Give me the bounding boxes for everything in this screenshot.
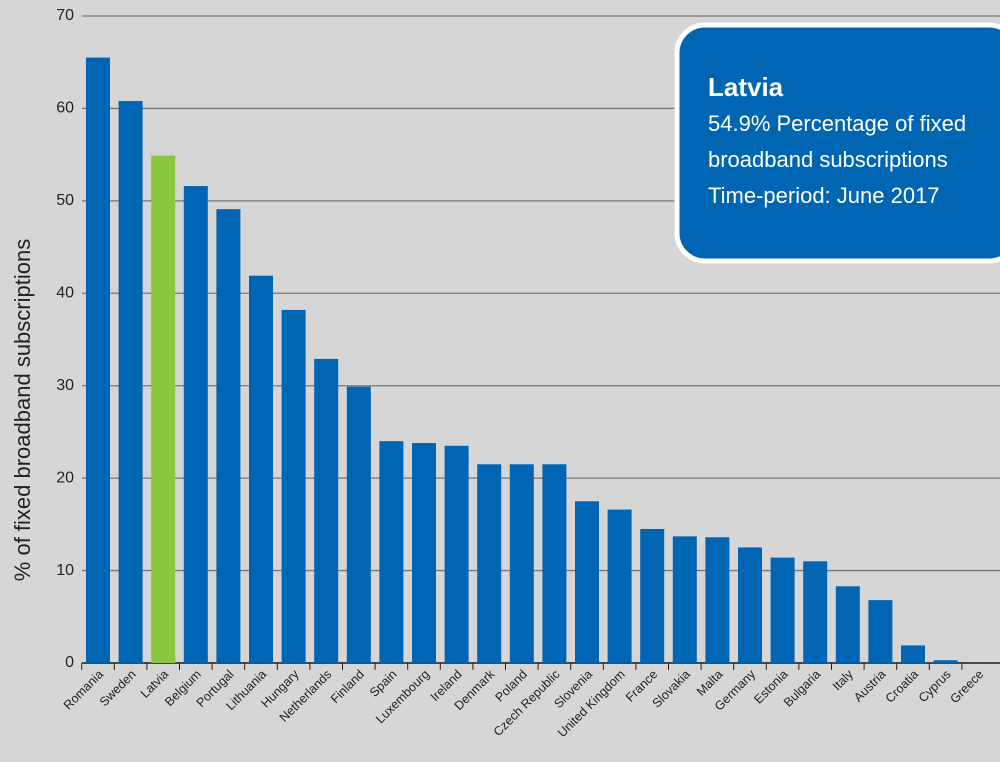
- bar: [118, 101, 143, 663]
- y-tick-label: 20: [56, 469, 74, 486]
- y-tick-label: 70: [56, 7, 74, 24]
- bar: [314, 358, 339, 663]
- bar: [575, 501, 599, 663]
- bar: [770, 557, 795, 663]
- bar: [901, 645, 925, 663]
- x-tick-label: Bulgaria: [781, 667, 823, 709]
- bar: [803, 561, 828, 663]
- bar: [444, 445, 469, 663]
- bar: [151, 155, 176, 663]
- y-tick-label: 0: [65, 654, 74, 671]
- y-tick-label: 40: [56, 285, 74, 302]
- tooltip-line: broadband subscriptions: [708, 147, 948, 172]
- x-tick-label: Sweden: [97, 667, 139, 709]
- bar: [86, 57, 110, 664]
- bar: [933, 660, 958, 663]
- bar: [607, 509, 632, 663]
- y-tick-label: 50: [56, 192, 74, 209]
- y-tick-label: 60: [56, 100, 74, 117]
- y-tick-label: 30: [56, 377, 74, 394]
- bar: [640, 528, 665, 663]
- x-tick-label: Austria: [851, 667, 888, 704]
- tooltip-title: Latvia: [708, 72, 784, 102]
- bar: [249, 275, 273, 663]
- bar: [868, 600, 893, 663]
- x-tick-label: Italy: [830, 667, 857, 694]
- bar: [738, 547, 762, 663]
- y-tick-label: 10: [56, 562, 74, 579]
- bar: [216, 209, 241, 663]
- bar: [509, 464, 534, 663]
- tooltip-line: Time-period: June 2017: [708, 183, 940, 208]
- x-tick-label: Croatia: [883, 667, 921, 705]
- tooltip: Latvia 54.9% Percentage of fixed broadband…: [674, 22, 1000, 264]
- tooltip-line: 54.9% Percentage of fixed: [708, 111, 966, 136]
- y-axis-label: % of fixed broadband subscriptions: [10, 239, 35, 581]
- x-tick-label: Romania: [61, 667, 106, 712]
- tooltip-box: [674, 22, 1000, 264]
- bar: [412, 443, 436, 663]
- bar: [346, 386, 371, 663]
- bar: [183, 186, 208, 663]
- bar: [281, 309, 306, 663]
- bar: [705, 537, 730, 663]
- x-tick-label: Greece: [947, 667, 986, 706]
- x-tick-label: Cyprus: [916, 667, 954, 705]
- bar: [379, 441, 404, 663]
- bar: [542, 464, 567, 663]
- bar: [835, 586, 860, 663]
- bar: [477, 464, 502, 663]
- x-tick-label: Finland: [328, 667, 367, 706]
- bar: [672, 536, 697, 663]
